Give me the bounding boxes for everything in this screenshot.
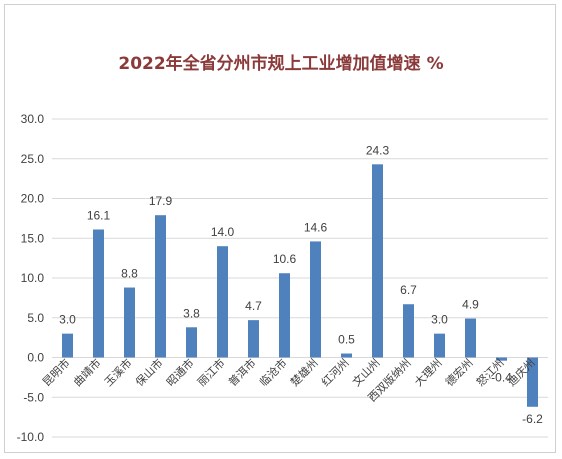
bar [279,273,290,358]
y-tick-label: 10.0 [21,271,45,285]
bar [372,164,383,358]
bar [465,318,476,358]
bar [403,304,414,358]
bar [62,333,73,358]
bar [217,246,228,358]
bar [248,320,259,358]
category-label: 保山市 [132,356,165,389]
bar [186,327,197,358]
bar [93,229,104,358]
chart-frame: 2022年全省分州市规上工业增加值增速 % [4,4,556,453]
category-label: 普洱市 [225,356,258,389]
data-label: 16.1 [87,209,111,223]
y-axis-ticks: 30.0 25.0 20.0 15.0 10.0 5.0 0.0 -5.0 -10.0 [17,112,45,444]
data-label: 3.8 [183,306,200,320]
data-label: 24.3 [366,143,390,157]
data-label: 10.6 [273,252,297,266]
y-tick-label: 0.0 [27,351,44,365]
y-tick-label: -5.0 [23,390,44,404]
data-label: 3.0 [431,313,448,327]
data-label: -6.2 [522,412,543,426]
y-tick-label: 15.0 [21,231,45,245]
bar [434,333,445,358]
bar [124,287,135,358]
bars [62,164,538,407]
category-label: 临沧市 [256,356,289,389]
y-tick-label: 20.0 [21,192,45,206]
data-label: 4.9 [462,298,479,312]
data-labels: 3.0 16.1 8.8 17.9 3.8 14.0 4.7 10.6 14.6 0.5 24.3 6… [59,143,543,425]
category-label: 楚雄州 [287,356,320,389]
y-tick-label: 30.0 [21,112,45,126]
category-label: 红河州 [319,356,352,389]
data-label: 17.9 [149,194,173,208]
bar [496,357,507,361]
category-label: 昭通市 [163,356,196,389]
data-label: 3.0 [59,313,76,327]
chart-title: 2022年全省分州市规上工业增加值增速 % [118,54,444,74]
y-tick-label: 5.0 [27,311,44,325]
data-label: -0.4 [491,371,512,385]
category-label: 丽江市 [194,356,227,389]
bar [155,215,166,358]
category-label: 曲靖市 [70,356,103,389]
y-tick-label: 25.0 [21,152,45,166]
data-label: 0.5 [338,333,355,347]
data-label: 6.7 [400,283,417,297]
category-label: 玉溪市 [101,356,134,389]
bar [527,357,538,407]
category-label: 昆明市 [39,356,72,389]
data-label: 4.7 [245,299,262,313]
data-label: 8.8 [121,267,138,281]
category-label: 大理州 [411,356,444,389]
bar [310,241,321,358]
category-label: 德宏州 [442,356,475,389]
data-label: 14.6 [304,220,328,234]
bar [341,353,352,358]
data-label: 14.0 [211,225,235,239]
y-tick-label: -10.0 [17,430,45,444]
